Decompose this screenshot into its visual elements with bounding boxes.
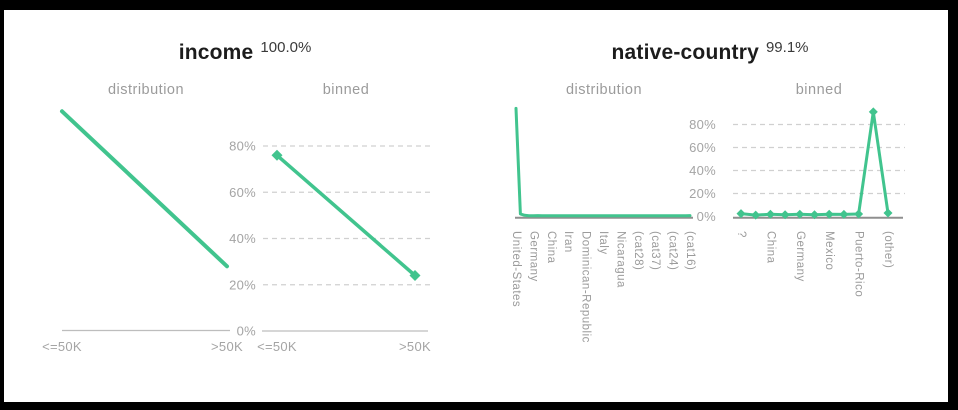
- x-tick-label: (cat37): [649, 231, 661, 270]
- subtitle-income-binned: binned: [322, 82, 370, 98]
- data-point-marker[interactable]: [409, 270, 421, 281]
- y-tick-label: 40%: [689, 163, 716, 178]
- chart-native-country-binned: 80% 60% 40% 20% 0%? China Germany Mexico Puerto-…: [689, 107, 905, 297]
- x-tick-label: >50K: [399, 339, 431, 354]
- x-tick-label: United-States: [510, 231, 522, 307]
- x-tick-label: <=50K: [257, 339, 297, 354]
- data-point-marker[interactable]: [765, 209, 775, 219]
- y-tick-label: 60%: [229, 185, 256, 200]
- x-tick-label: Dominican-Republic: [580, 231, 592, 343]
- y-tick-label: 20%: [229, 277, 256, 292]
- y-tick-label: 0%: [237, 324, 257, 339]
- x-tick-label: <=50K: [42, 339, 82, 354]
- x-tick-label: (other): [882, 231, 894, 268]
- subtitle-income-distribution: distribution: [107, 82, 185, 98]
- y-tick-label: 0%: [697, 209, 717, 224]
- y-tick-label: 40%: [229, 231, 256, 246]
- x-tick-label: Puerto-Rico: [853, 231, 865, 297]
- data-point-marker[interactable]: [271, 149, 283, 161]
- x-tick-label: ?: [735, 231, 747, 238]
- data-point-marker[interactable]: [810, 210, 819, 220]
- series-line[interactable]: [60, 109, 229, 269]
- x-tick-label: Nicaragua: [614, 231, 626, 288]
- frame-bottom: [0, 402, 958, 410]
- x-tick-label: Germany: [794, 231, 806, 282]
- data-point-marker[interactable]: [854, 209, 864, 219]
- series-line[interactable]: [514, 106, 692, 218]
- data-point-marker[interactable]: [824, 209, 834, 219]
- x-tick-label: (cat16): [684, 231, 696, 270]
- frame-top: [0, 0, 958, 10]
- x-tick-label: China: [764, 231, 776, 264]
- chart-native-country-distribution: United-States Germany China Iran Dominican-R…: [510, 106, 696, 343]
- data-point-marker[interactable]: [839, 209, 849, 219]
- x-tick-label: Iran: [562, 231, 574, 253]
- x-tick-label: (cat28): [632, 231, 644, 270]
- series-line[interactable]: [739, 110, 890, 217]
- feature-header-income: income 100.0%: [40, 39, 450, 65]
- data-point-marker[interactable]: [780, 210, 790, 220]
- y-tick-label: 80%: [689, 117, 716, 132]
- data-point-marker[interactable]: [795, 209, 805, 219]
- frame-left: [0, 0, 4, 410]
- chart-income-distribution: <=50K >50K: [42, 109, 243, 354]
- feature-header-native-country: native-country 99.1%: [490, 39, 930, 65]
- subtitle-native-country-distribution: distribution: [565, 82, 643, 98]
- data-point-marker[interactable]: [751, 210, 761, 220]
- feature-title: income: [178, 41, 254, 64]
- data-point-marker[interactable]: [883, 208, 893, 218]
- x-tick-label: Mexico: [823, 231, 835, 270]
- feature-coverage-pct: 99.1%: [765, 39, 809, 56]
- feature-title: native-country: [611, 41, 759, 64]
- x-tick-label: (cat24): [667, 231, 679, 270]
- data-point-marker[interactable]: [736, 209, 746, 219]
- series-line[interactable]: [275, 153, 417, 278]
- feature-coverage-pct: 100.0%: [260, 39, 312, 56]
- y-tick-label: 60%: [689, 140, 716, 155]
- data-point-marker[interactable]: [868, 107, 878, 117]
- frame-right: [948, 0, 958, 410]
- x-tick-label: >50K: [211, 339, 243, 354]
- x-tick-label: Germany: [527, 231, 539, 282]
- y-tick-label: 80%: [229, 139, 256, 154]
- x-tick-label: China: [545, 231, 557, 264]
- x-tick-label: Italy: [597, 231, 609, 255]
- y-tick-label: 20%: [689, 186, 716, 201]
- chart-income-binned: 80% 60% 40% 20% 0%<=50K >50K: [229, 139, 431, 355]
- subtitle-native-country-binned: binned: [795, 82, 843, 98]
